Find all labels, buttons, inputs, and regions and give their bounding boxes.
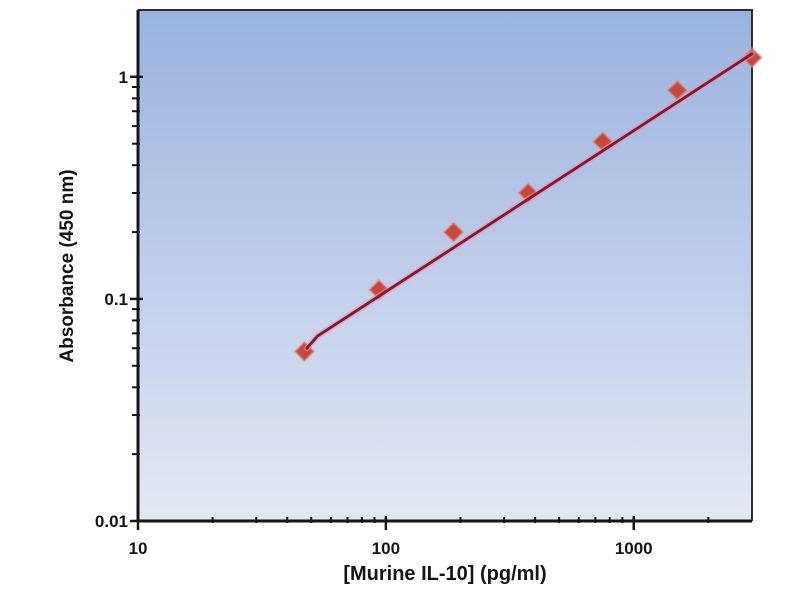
x-axis-title: [Murine IL-10] (pg/ml) xyxy=(343,563,547,585)
y-axis-title: Absorbance (450 nm) xyxy=(57,169,78,363)
plot-area xyxy=(138,10,752,521)
x-tick-label: 100 xyxy=(371,539,401,558)
y-tick-label: 0.1 xyxy=(104,289,128,309)
data-point-diamond xyxy=(442,220,465,244)
x-tick-label: 10 xyxy=(128,539,148,558)
x-tick-label: 1000 xyxy=(614,539,653,558)
y-tick-label: 1 xyxy=(118,67,128,87)
y-tick-label: 0.01 xyxy=(94,512,128,531)
